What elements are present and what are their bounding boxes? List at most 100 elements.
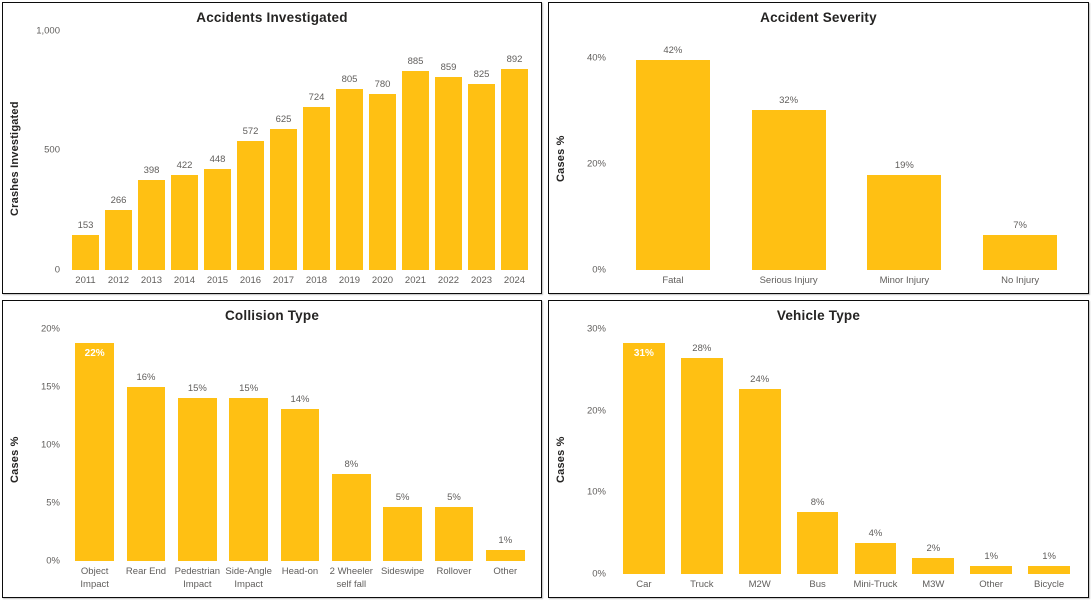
bar[interactable]	[178, 397, 217, 562]
bar[interactable]	[468, 84, 495, 270]
data-label: 16%	[136, 371, 156, 383]
data-label: 1%	[498, 535, 513, 547]
data-label: 2%	[926, 543, 941, 555]
bar-column: 153	[69, 45, 102, 270]
y-axis-ticks: 0% 10% 20% 30%	[571, 324, 615, 580]
bar-column: 19%	[847, 45, 963, 270]
y-tick-label: 5%	[46, 497, 60, 509]
data-label: 825	[473, 69, 490, 81]
bar-column: 14%	[274, 343, 325, 562]
data-label: 724	[308, 92, 325, 104]
bar[interactable]	[970, 565, 1013, 574]
bar[interactable]	[867, 174, 942, 270]
bar[interactable]	[72, 235, 99, 270]
bar[interactable]	[204, 169, 231, 270]
y-tick-label: 20%	[586, 405, 606, 417]
bar[interactable]	[751, 109, 826, 270]
bar[interactable]	[486, 550, 525, 562]
bar[interactable]	[983, 234, 1058, 270]
chart-title: Accidents Investigated	[196, 10, 348, 25]
bar[interactable]	[635, 60, 710, 270]
bar-column: 625	[267, 45, 300, 270]
data-label: 4%	[868, 527, 883, 539]
data-label: 1%	[1042, 550, 1056, 562]
bar[interactable]	[680, 358, 723, 574]
plot-row: 0% 20% 40% 42% 32% 19% 7%	[571, 31, 1078, 275]
bar[interactable]	[501, 69, 528, 270]
bar[interactable]	[402, 70, 429, 270]
bar-column: 15%	[223, 343, 274, 562]
y-tick-label: 1,000	[36, 25, 60, 37]
y-tick-label: 500	[44, 144, 60, 156]
data-label: 780	[374, 79, 391, 91]
bar[interactable]	[171, 174, 198, 270]
y-axis-ticks: 0% 20% 40%	[571, 31, 615, 275]
bar[interactable]	[435, 76, 462, 270]
data-label: 153	[77, 220, 94, 232]
plot-area: 153 266 398 422 448 572 625 724 805 780 885 859 825 8…	[69, 31, 531, 270]
bar[interactable]	[912, 558, 955, 574]
category-label: Rear End	[125, 566, 167, 578]
category-label: Bus	[809, 578, 826, 590]
data-label: 24%	[750, 374, 770, 386]
bar-column: 16%	[120, 343, 171, 562]
category-label: 2022	[437, 274, 460, 286]
category-label: 2 Wheeler self fall	[329, 566, 373, 590]
plot-row: 0% 5% 10% 15% 20% 22% 16% 15% 15% 14% 8% 5% 5% 1%	[25, 324, 531, 567]
x-axis: Car Truck M2W Bus Mini-Truck M3W Other Bicycle	[571, 574, 1078, 591]
data-label: 859	[440, 61, 457, 73]
bar-column: 398	[135, 45, 168, 270]
data-label: 7%	[1013, 219, 1027, 231]
plot-area: 22% 16% 15% 15% 14% 8% 5% 5% 1%	[69, 329, 531, 562]
bar[interactable]	[854, 542, 897, 574]
plot-wrap: 0% 5% 10% 15% 20% 22% 16% 15% 15% 14% 8% 5% 5% 1% Ob…	[25, 324, 531, 591]
data-label: 15%	[187, 382, 207, 394]
bar-column: 24%	[731, 343, 789, 574]
bar[interactable]	[105, 209, 132, 270]
bar[interactable]	[270, 129, 297, 270]
category-label: Truck	[690, 578, 714, 590]
category-label: 2011	[75, 274, 96, 286]
bar-column: 7%	[962, 45, 1078, 270]
data-label: 19%	[894, 159, 914, 171]
category-label: Head-on	[281, 566, 319, 578]
bar[interactable]	[738, 389, 781, 574]
category-label: 2017	[272, 274, 295, 286]
bar[interactable]: 22%	[75, 343, 114, 562]
bar-column: 825	[465, 45, 498, 270]
chart-panel-vehicle-type: Vehicle Type Cases % 0% 10% 20% 30% 31% 28% 2…	[548, 300, 1089, 598]
bar[interactable]	[303, 107, 330, 270]
plot-wrap: 0% 10% 20% 30% 31% 28% 24% 8% 4% 2% 1% 1% Car Truck…	[571, 324, 1078, 591]
category-label: Bicycle	[1034, 578, 1065, 590]
plot-row: 0% 10% 20% 30% 31% 28% 24% 8% 4% 2% 1% 1%	[571, 324, 1078, 580]
bar[interactable]	[796, 512, 839, 574]
bar[interactable]: 31%	[623, 343, 665, 574]
y-tick-label: 40%	[586, 52, 606, 64]
y-tick-label: 0%	[46, 555, 60, 567]
data-label: 398	[143, 165, 160, 177]
bar[interactable]	[369, 94, 396, 270]
bar[interactable]	[280, 408, 320, 562]
bar[interactable]	[336, 88, 363, 270]
category-label: Pedestrian Impact	[174, 566, 221, 590]
category-label: Car	[636, 578, 652, 590]
category-label: 2018	[305, 274, 328, 286]
bar[interactable]	[229, 397, 268, 562]
category-label: 2014	[173, 274, 196, 286]
bar[interactable]	[332, 474, 371, 562]
bar[interactable]	[383, 506, 422, 562]
data-label: 5%	[447, 491, 461, 503]
bar[interactable]	[237, 141, 264, 270]
x-axis: Fatal Serious Injury Minor Injury No Injury	[571, 270, 1078, 287]
y-tick-label: 10%	[40, 439, 60, 451]
bar[interactable]	[126, 386, 166, 562]
bar[interactable]	[138, 180, 165, 270]
category-label: Fatal	[662, 274, 684, 286]
bar[interactable]	[434, 506, 474, 562]
data-label: 266	[110, 194, 127, 206]
bar[interactable]	[1028, 565, 1070, 574]
y-tick-label: 20%	[586, 158, 606, 170]
y-axis-title: Cases %	[555, 436, 567, 484]
category-label: Sideswipe	[380, 566, 425, 578]
